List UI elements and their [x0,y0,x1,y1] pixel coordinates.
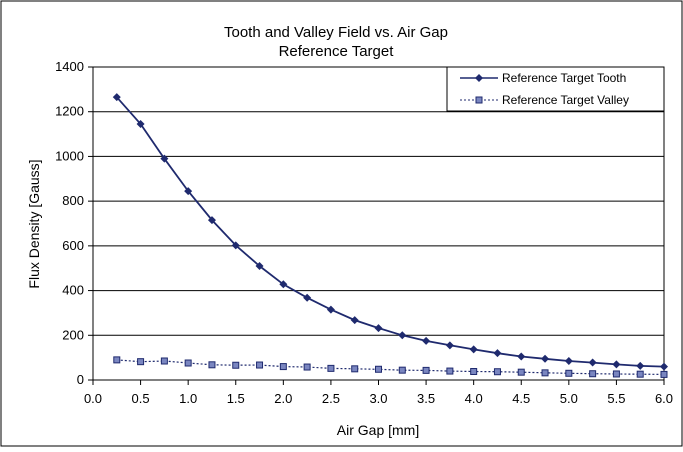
x-tick-label: 3.5 [417,391,435,406]
data-point-tooth [374,324,383,333]
data-point-valley [137,358,145,366]
data-point-tooth [660,362,668,371]
axis-ticks: 0 200 400 600 800 1000 1200 1400 0.0 0.5 1.0 1.5 2.0… [55,59,673,406]
x-tick-label: 1.5 [227,391,245,406]
data-point-tooth [517,352,526,361]
legend-marker-valley [475,96,483,104]
plot-area [92,66,665,381]
data-point-tooth [279,280,288,289]
data-point-tooth [398,331,407,340]
data-point-valley [113,356,121,364]
data-point-tooth [422,336,431,345]
data-point-tooth [612,360,621,369]
data-point-valley [565,369,573,377]
data-point-valley [660,370,668,378]
y-tick-label: 200 [62,327,84,342]
data-point-valley [636,370,644,378]
data-point-tooth [588,358,597,367]
data-point-valley [422,366,430,374]
x-tick-label: 0.0 [84,391,102,406]
data-point-valley [612,370,620,378]
data-point-tooth [160,154,169,163]
data-point-valley [541,369,549,377]
x-tick-label: 6.0 [655,391,673,406]
legend: Reference Target Tooth Reference Target … [446,66,665,112]
chart-subtitle: Reference Target [279,43,395,60]
data-point-tooth [350,316,359,325]
data-point-valley [351,365,359,373]
x-tick-label: 2.0 [274,391,292,406]
data-point-valley [256,361,264,369]
data-point-tooth [636,361,645,370]
data-point-valley [470,368,478,376]
x-tick-label: 0.5 [132,391,150,406]
data-point-tooth [303,293,312,302]
y-tick-label: 1000 [55,148,84,163]
data-point-valley [303,363,311,371]
data-point-valley [184,359,192,367]
legend-label-tooth: Reference Target Tooth [502,71,626,85]
x-tick-label: 2.5 [322,391,340,406]
x-tick-label: 3.0 [369,391,387,406]
data-point-tooth [564,356,573,365]
chart-title: Tooth and Valley Field vs. Air Gap [224,24,448,41]
data-point-valley [517,368,525,376]
data-point-valley [327,364,335,372]
x-tick-label: 5.5 [607,391,625,406]
y-tick-label: 400 [62,283,84,298]
data-point-tooth [469,345,478,354]
data-point-valley [398,366,406,374]
data-point-tooth [326,305,335,314]
data-point-tooth [255,261,264,270]
x-tick-label: 1.0 [179,391,197,406]
data-point-valley [589,370,597,378]
y-tick-label: 1200 [55,104,84,119]
x-axis-label: Air Gap [mm] [337,422,419,438]
data-point-tooth [112,93,121,102]
x-tick-label: 5.0 [560,391,578,406]
legend-label-valley: Reference Target Valley [502,93,629,107]
data-point-valley [232,361,240,369]
data-point-valley [208,361,216,369]
data-point-tooth [184,187,193,196]
y-axis-label: Flux Density [Gauss] [26,159,42,288]
legend-box [446,66,665,112]
x-tick-label: 4.5 [512,391,530,406]
data-point-tooth [493,349,502,358]
legend-marker-tooth [475,74,483,82]
data-point-tooth [231,241,240,250]
x-tick-label: 4.0 [465,391,483,406]
series-line-valley [116,359,665,375]
data-point-tooth [136,120,145,129]
gridlines [93,111,664,336]
data-point-valley [279,363,287,371]
data-point-valley [446,367,454,375]
data-point-valley [493,368,501,376]
data-series [112,93,668,378]
data-point-valley [160,357,168,365]
y-tick-label: 600 [62,238,84,253]
y-tick-label: 0 [77,372,84,387]
data-point-tooth [541,354,550,363]
y-tick-label: 1400 [55,59,84,74]
data-point-tooth [207,216,216,225]
y-tick-label: 800 [62,193,84,208]
series-line-tooth [116,96,665,368]
data-point-valley [375,365,382,373]
data-point-tooth [445,341,454,350]
